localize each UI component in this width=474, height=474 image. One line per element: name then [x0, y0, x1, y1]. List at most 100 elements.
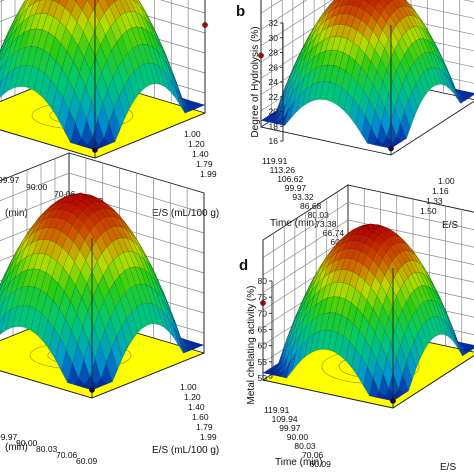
surface-cell [331, 83, 342, 106]
surface-cell [133, 66, 146, 93]
y-tick-label: 1.00 [438, 176, 455, 186]
surface-cell [440, 60, 451, 82]
surface-cell [413, 9, 424, 24]
surface-cell [2, 68, 15, 96]
surface-cell [111, 336, 123, 371]
surface-cell [407, 1, 418, 15]
surface-cell [3, 19, 15, 44]
z-tick-label: 55 [258, 357, 268, 367]
surface-cell [425, 30, 436, 47]
surface-cell [126, 27, 138, 49]
surface-cell [376, 58, 387, 83]
surface-cell [442, 309, 453, 332]
grid-line [262, 202, 474, 258]
z-tick-label: 16 [269, 136, 279, 146]
surface-cell [419, 72, 430, 95]
surface-cell [172, 324, 184, 354]
surface-cell [358, 234, 369, 244]
surface-cell [454, 89, 465, 94]
surface-cell [29, 12, 42, 30]
response-surface [0, 193, 205, 391]
surface-cell [333, 332, 344, 356]
y-tick-label: 1.60 [192, 412, 209, 422]
surface-cell [386, 247, 397, 262]
surface-cell [119, 215, 131, 230]
surface-cell [97, 0, 100, 2]
surface-cell [375, 0, 381, 3]
surface-cell [193, 103, 206, 108]
surface-cell [137, 43, 150, 65]
surface-cell [394, 388, 405, 397]
surface-cell [384, 3, 395, 17]
surface-cell [351, 288, 362, 309]
frame-edge [0, 129, 96, 159]
surface-cell [64, 202, 77, 213]
surface-cell [426, 39, 438, 57]
surface-cell [17, 231, 29, 250]
surface-cell [438, 68, 450, 89]
surface-cell [361, 338, 372, 368]
surface-cell [177, 334, 190, 354]
surface-cell [167, 316, 179, 346]
surface-cell [409, 290, 420, 311]
surface-cell [366, 15, 377, 32]
panel-a: 99.9790.0070.0660.09(min)1.991.791.401.2… [0, 0, 219, 219]
surface-cell [421, 26, 432, 44]
surface-cell [48, 327, 61, 360]
z-axis-label: Metal chelating activity (%) [246, 286, 257, 405]
surface-cell [70, 122, 82, 145]
z-tick-label: 20 [269, 107, 279, 117]
surface-cell [339, 13, 350, 26]
surface-cell [458, 96, 469, 102]
surface-cell [24, 230, 38, 249]
x-tick-label: 90.00 [26, 182, 48, 192]
z-tick-label: 65 [258, 325, 268, 335]
z-tick-label: 28 [269, 48, 279, 58]
surface-cell [450, 81, 461, 104]
surface-cell [434, 46, 446, 67]
panel-c: 99.9790.0080.0370.0660.09(min)1.991.791.… [0, 152, 219, 466]
surface-cell [415, 255, 426, 271]
surface-cell [456, 339, 467, 357]
response-surface [262, 224, 474, 402]
surface-cell [397, 6, 409, 18]
surface-cell [42, 13, 54, 33]
surface-cell [436, 294, 448, 316]
surface-cell [65, 301, 77, 332]
surface-cell [385, 230, 397, 236]
surface-cell [409, 246, 420, 261]
surface-cell [413, 260, 424, 275]
surface-cell [33, 0, 41, 4]
surface-cell [440, 317, 452, 340]
x-tick-label: 80.03 [36, 444, 58, 454]
x-tick-label: 90.00 [287, 432, 309, 442]
surface-cell [394, 42, 405, 63]
x-axis-label: Time (min) [270, 218, 317, 229]
surface-cell [138, 63, 151, 89]
z-axis-label: Degree of Hydrolysis (%) [250, 26, 261, 137]
surface-cell [417, 14, 428, 30]
y-axis-label: E/S [440, 462, 456, 473]
surface-cell [98, 138, 111, 147]
surface-cell [410, 340, 421, 370]
surface-cell [411, 83, 423, 109]
frame-edge [0, 370, 93, 399]
y-tick-label: 1.00 [184, 129, 201, 139]
surface-cell [440, 300, 451, 324]
surface-cell [109, 215, 122, 227]
y-tick-label: 1.50 [420, 206, 437, 216]
surface-cell [188, 105, 201, 110]
z-tick-label: 22 [269, 92, 279, 102]
surface-cell [395, 235, 406, 245]
z-tick-label: 30 [269, 33, 279, 43]
surface-cell [153, 63, 166, 88]
surface-cell [183, 105, 196, 112]
y-tick-label: 1.20 [184, 392, 201, 402]
surface-cell [313, 277, 324, 297]
surface-cell [182, 345, 195, 352]
frame-edge [392, 355, 474, 409]
surface-cell [12, 241, 25, 263]
frame-edge [94, 112, 206, 159]
surface-cell [0, 51, 6, 71]
surface-cell [341, 258, 352, 271]
